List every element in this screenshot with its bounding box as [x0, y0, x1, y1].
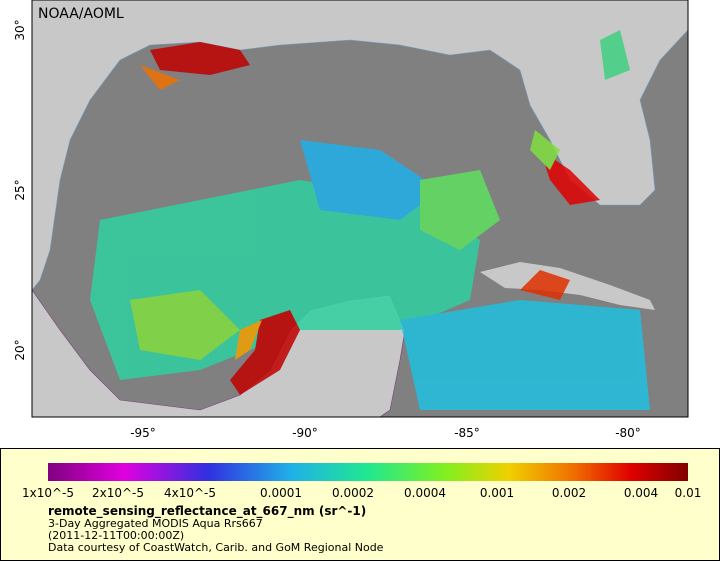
- legend-panel: 1x10^-5 2x10^-5 4x10^-5 0.0001 0.0002 0.0004 0…: [0, 448, 720, 561]
- lon-label: -90°: [292, 426, 318, 440]
- time: (2011-12-11T00:00:00Z): [48, 529, 184, 542]
- lat-label: 25°: [13, 179, 27, 200]
- colorbar-label: 0.0001: [260, 486, 302, 500]
- reflectance-patches: [90, 30, 650, 410]
- colorbar-label: 0.001: [480, 486, 514, 500]
- lon-label: -80°: [615, 426, 641, 440]
- credit: Data courtesy of CoastWatch, Carib. and …: [48, 541, 384, 554]
- description: 3-Day Aggregated MODIS Aqua Rrs667: [48, 517, 263, 530]
- source-label: NOAA/AOML: [38, 6, 124, 22]
- colorbar-label: 2x10^-5: [92, 486, 144, 500]
- colorbar: [48, 463, 688, 481]
- colorbar-label: 4x10^-5: [164, 486, 216, 500]
- map-frame: [31, 0, 689, 418]
- map-area: NOAA/AOML: [31, 0, 689, 418]
- colorbar-label: 0.004: [624, 486, 658, 500]
- colorbar-label: 0.0002: [332, 486, 374, 500]
- land-cuba: [480, 262, 655, 310]
- land-us: [31, 0, 689, 291]
- lon-label: -95°: [130, 426, 156, 440]
- colorbar-label: 0.01: [675, 486, 702, 500]
- colorbar-label: 0.0004: [404, 486, 446, 500]
- atlantic: [656, 205, 688, 417]
- lat-label: 30°: [13, 19, 27, 40]
- lon-label: -85°: [454, 426, 480, 440]
- variable-name: remote_sensing_reflectance_at_667_nm (sr…: [48, 504, 366, 519]
- colorbar-label: 1x10^-5: [22, 486, 74, 500]
- lat-label: 20°: [13, 339, 27, 360]
- colorbar-label: 0.002: [552, 486, 586, 500]
- lon-axis: -95° -90° -85° -80°: [130, 426, 641, 440]
- lat-axis: 30° 25° 20°: [13, 19, 27, 360]
- colorbar-labels: 1x10^-5 2x10^-5 4x10^-5 0.0001 0.0002 0.0004 0…: [22, 486, 701, 500]
